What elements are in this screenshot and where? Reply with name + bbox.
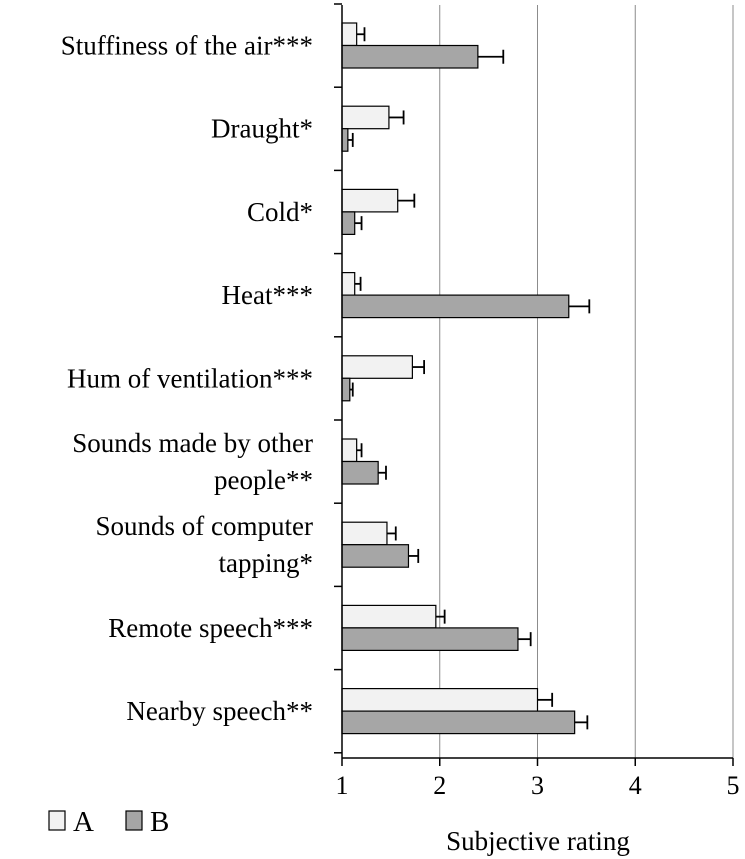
- bar-b: [341, 460, 379, 485]
- bar-a: [341, 521, 388, 546]
- bar-b: [341, 211, 356, 235]
- legend-label: A: [73, 806, 94, 838]
- bar-b: [341, 627, 519, 652]
- category-label: people**: [214, 465, 313, 495]
- bars: [341, 22, 591, 735]
- error-bar: [386, 526, 397, 541]
- error-bar: [397, 193, 416, 208]
- bar-b: [341, 128, 349, 152]
- x-tick-label: 5: [727, 771, 740, 800]
- error-bar: [574, 715, 589, 730]
- x-tick-label: 3: [531, 771, 544, 800]
- x-tick-label: 2: [433, 771, 446, 800]
- bar-a: [341, 687, 539, 712]
- error-bar: [356, 27, 366, 42]
- error-bar: [477, 49, 505, 64]
- bar-a: [341, 272, 356, 296]
- error-bar: [517, 632, 532, 647]
- bar-a: [341, 438, 358, 463]
- legend-entry-b: B: [125, 806, 169, 838]
- legend-entry-a: A: [48, 806, 94, 838]
- legend-swatch: [125, 810, 143, 831]
- bar-a: [341, 604, 437, 629]
- x-axis-title: Subjective rating: [446, 826, 630, 856]
- error-bar: [347, 132, 354, 147]
- error-bar: [378, 465, 387, 480]
- bar-b: [341, 377, 351, 402]
- error-bar: [349, 382, 354, 397]
- category-label: Nearby speech**: [126, 696, 313, 726]
- error-bar: [356, 443, 363, 458]
- bar-a: [341, 105, 390, 130]
- x-tick-label: 4: [629, 771, 642, 800]
- bar-a: [341, 355, 413, 379]
- category-label: Heat***: [222, 280, 313, 310]
- category-label: Remote speech***: [108, 613, 313, 643]
- legend-label: B: [150, 806, 169, 838]
- category-label: Cold*: [247, 197, 313, 227]
- error-bar: [388, 110, 405, 125]
- error-bar: [354, 276, 362, 291]
- bar-a: [341, 188, 399, 213]
- category-label: Stuffiness of the air***: [61, 31, 313, 61]
- bar-b: [341, 44, 479, 69]
- error-bar: [412, 360, 426, 375]
- bar-b: [341, 294, 570, 319]
- bar-b: [341, 710, 576, 735]
- bar-b: [341, 544, 410, 568]
- legend-swatch: [48, 810, 66, 831]
- error-bar: [537, 692, 554, 707]
- error-bar: [435, 609, 446, 624]
- axes: 1 2 3 4 5: [334, 3, 740, 800]
- category-label: tapping*: [219, 548, 314, 578]
- category-label: Hum of ventilation***: [67, 363, 313, 393]
- error-bar: [568, 299, 591, 314]
- x-tick-label: 1: [336, 771, 349, 800]
- error-bar: [354, 216, 363, 231]
- category-label: Sounds of computer: [96, 511, 313, 541]
- category-labels: Stuffiness of the air*** Draught* Cold* Hea…: [61, 31, 313, 727]
- bar-a: [341, 22, 358, 47]
- category-label: Sounds made by other: [72, 428, 313, 458]
- category-label: Draught*: [211, 114, 313, 144]
- error-bar: [408, 548, 420, 563]
